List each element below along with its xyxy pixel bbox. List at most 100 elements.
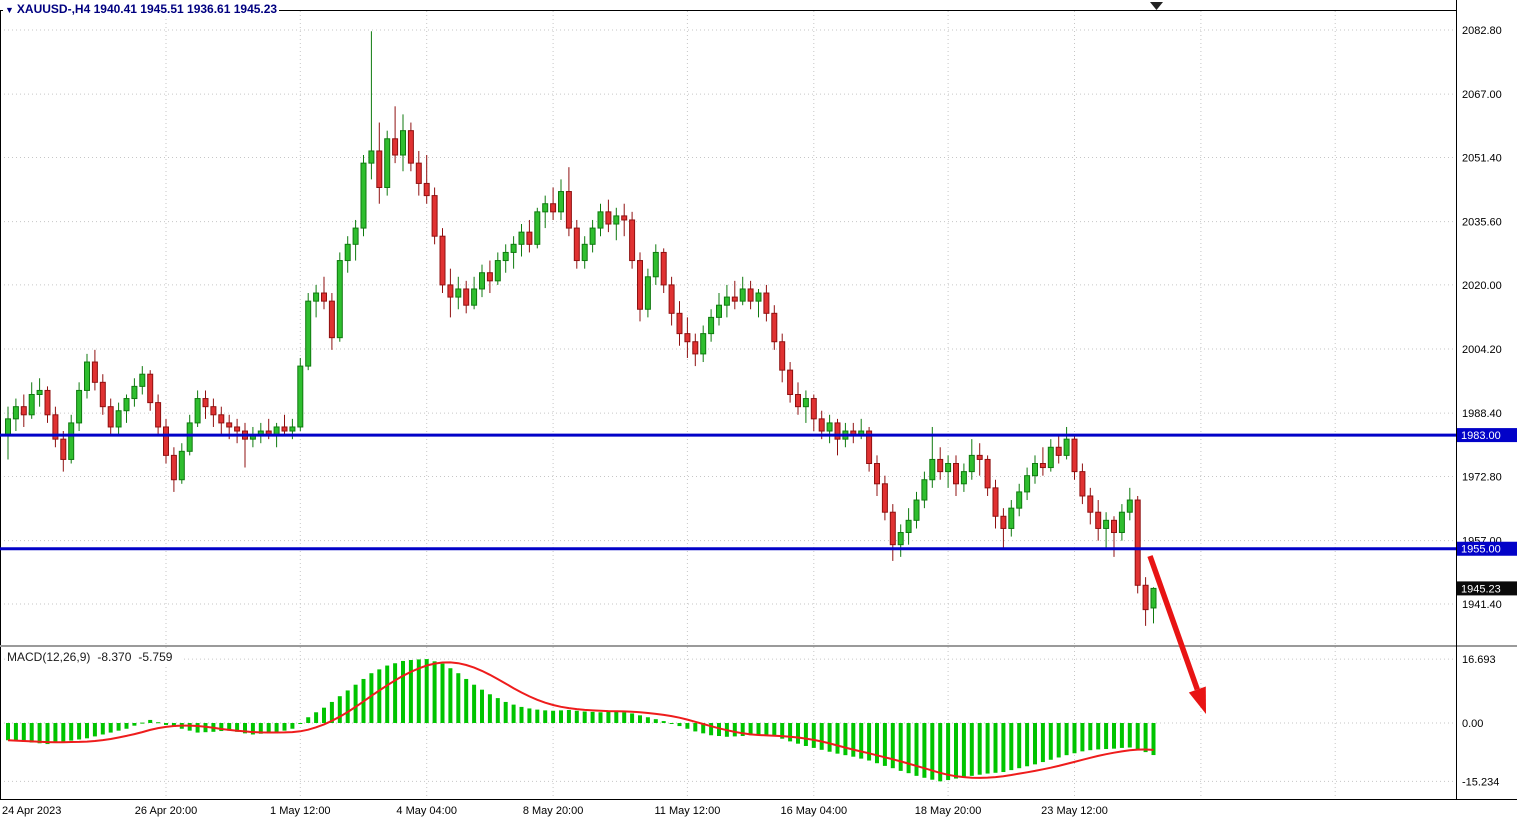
macd-histogram-bar — [290, 723, 295, 729]
candle-body — [802, 398, 809, 408]
macd-histogram-bar — [693, 723, 698, 732]
candle-body — [581, 243, 588, 262]
candle-body — [28, 393, 35, 416]
candle-body — [297, 365, 304, 428]
candle-body — [534, 211, 541, 245]
price-tick-label: 2051.40 — [1462, 152, 1502, 164]
candle-body — [1071, 438, 1078, 473]
candle-body — [20, 406, 27, 416]
candle-body — [787, 369, 794, 395]
macd-histogram-bar — [487, 694, 492, 723]
macd-histogram-bar — [432, 661, 437, 723]
macd-histogram-bar — [227, 723, 232, 731]
macd-histogram-bar — [85, 723, 89, 739]
macd-histogram-bar — [535, 709, 540, 723]
macd-histogram-bar — [1056, 723, 1061, 758]
candle-body — [5, 418, 11, 436]
macd-histogram-bar — [69, 723, 74, 741]
candle-body — [755, 292, 762, 302]
last-price-badge — [1457, 581, 1517, 596]
candle-body — [526, 231, 533, 245]
candle-body — [668, 284, 675, 314]
candle-body — [629, 219, 636, 262]
macd-histogram-bar — [258, 723, 263, 734]
macd-histogram-bar — [985, 723, 990, 774]
macd-histogram-bar — [835, 723, 840, 754]
candle-body — [660, 251, 667, 286]
price-tick-label: 2067.00 — [1462, 89, 1502, 101]
macd-histogram-bar — [622, 712, 627, 723]
price-tick-label: 2004.20 — [1462, 344, 1502, 356]
panel-separator[interactable] — [0, 645, 1517, 647]
macd-histogram-bar — [503, 701, 508, 723]
candle-body — [881, 483, 888, 513]
macd-histogram-bar — [29, 723, 34, 743]
candle-body — [1111, 519, 1117, 534]
candle-body — [1000, 515, 1007, 529]
candle-body — [976, 454, 983, 460]
candle-body — [218, 414, 225, 424]
candle-body — [558, 191, 564, 213]
time-axis[interactable] — [0, 800, 1517, 825]
candle-body — [874, 463, 880, 485]
macd-histogram-bar — [393, 663, 398, 723]
macd-histogram-bar — [582, 711, 587, 723]
macd-histogram-bar — [1143, 723, 1148, 753]
chart-shift-marker — [1150, 2, 1163, 10]
candle-body — [1016, 491, 1023, 509]
macd-histogram-bar — [266, 723, 271, 734]
candle-body — [336, 260, 343, 339]
macd-histogram-bar — [1104, 723, 1109, 750]
candle-body — [439, 235, 446, 286]
macd-histogram-bar — [21, 723, 26, 742]
macd-histogram-bar — [385, 665, 390, 723]
macd-histogram-bar — [53, 723, 58, 743]
trend-arrow-shaft[interactable] — [1147, 555, 1200, 691]
macd-histogram-bar — [314, 712, 319, 723]
price-line-badge — [1457, 541, 1517, 556]
price-line-badge-label: 1955.00 — [1461, 544, 1501, 556]
candle-body — [565, 191, 572, 229]
macd-histogram-bar — [13, 723, 18, 742]
macd-histogram-bar — [148, 719, 153, 723]
candle-body — [763, 292, 770, 314]
candle-body — [518, 231, 525, 245]
price-line-badge — [1457, 428, 1517, 443]
macd-histogram-bar — [559, 710, 563, 723]
candle-body — [652, 251, 659, 278]
macd-histogram-bar — [701, 723, 706, 734]
macd-histogram-bar — [156, 722, 161, 724]
candle-body — [305, 300, 312, 367]
candle-body — [139, 373, 146, 387]
macd-histogram-bar — [930, 723, 935, 780]
macd-histogram-bar — [977, 723, 982, 775]
candle-body — [186, 422, 193, 452]
price-axis[interactable] — [1457, 0, 1517, 799]
macd-histogram-bar — [653, 719, 658, 723]
candle-body — [123, 398, 130, 412]
symbol-dropdown-icon[interactable]: ▼ — [5, 5, 14, 15]
candle-body — [226, 422, 233, 428]
macd-histogram-bar — [638, 715, 642, 723]
macd-histogram-bar — [661, 721, 666, 723]
macd-histogram-bar — [1127, 723, 1132, 748]
macd-histogram-bar — [677, 723, 682, 727]
candle-body — [510, 243, 517, 253]
candle-body — [502, 251, 509, 262]
candle-body — [1079, 471, 1086, 497]
macd-histogram-bar — [1033, 723, 1037, 765]
candle-body — [494, 260, 501, 282]
macd-histogram-bar — [819, 723, 824, 750]
macd-histogram-bar — [495, 698, 500, 723]
time-axis-label: 23 May 12:00 — [1041, 805, 1108, 817]
macd-histogram-bar — [353, 684, 358, 723]
price-tick-label: 1972.80 — [1462, 471, 1502, 483]
macd-histogram-bar — [92, 723, 97, 737]
candle-body — [589, 227, 596, 245]
candle-body — [889, 511, 896, 546]
candle-body — [321, 292, 327, 302]
trend-arrow-head[interactable] — [1188, 686, 1206, 714]
macd-histogram-bar — [717, 723, 721, 737]
